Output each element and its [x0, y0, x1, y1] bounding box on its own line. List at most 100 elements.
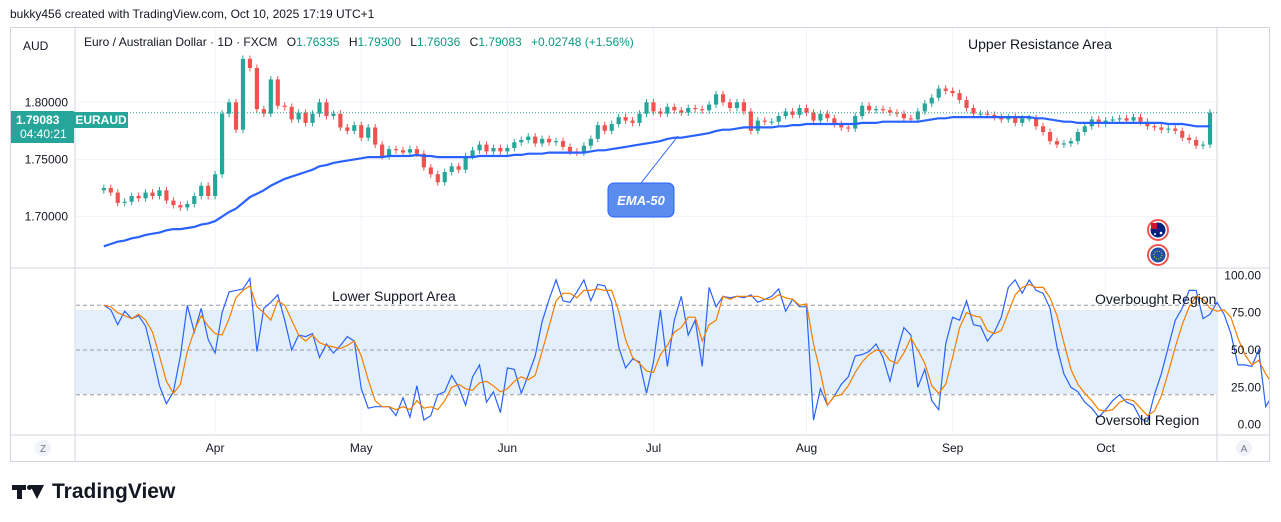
- candle-body: [1166, 128, 1171, 130]
- candle: [769, 118, 774, 126]
- candle-body: [289, 106, 294, 120]
- candle: [1159, 124, 1164, 134]
- candle-body: [595, 125, 600, 139]
- currency-label: AUD: [23, 39, 49, 53]
- candle: [282, 102, 287, 111]
- price-tag-symbol: EURAUD: [75, 113, 127, 127]
- candle-body: [1117, 118, 1122, 120]
- candle-body: [456, 166, 461, 170]
- eu-flag-icon[interactable]: [1147, 244, 1169, 266]
- candle-body: [505, 148, 510, 152]
- candle: [359, 121, 364, 142]
- time-axis: Apr May Jun Jul Aug Sep Oct: [206, 441, 1116, 455]
- currency-label-box[interactable]: AUD: [11, 28, 76, 461]
- candle: [407, 145, 413, 156]
- australia-flag-icon[interactable]: [1147, 219, 1169, 241]
- candle-body: [498, 148, 503, 152]
- candle: [783, 108, 788, 120]
- candle-body: [748, 111, 753, 131]
- candle-body: [644, 102, 649, 114]
- stochastic-tick-label: 25.00: [1231, 380, 1261, 394]
- auto-scale-label: A: [1241, 444, 1248, 455]
- candle: [498, 144, 503, 155]
- candle: [658, 108, 663, 118]
- brand-name: TradingView: [52, 480, 176, 503]
- candle-body: [512, 142, 517, 148]
- high-label: H: [349, 35, 358, 49]
- candle: [741, 98, 746, 115]
- candle: [338, 110, 343, 131]
- stochastic-tick-label: 50.00: [1231, 343, 1261, 357]
- stochastic-tick-label: 100.00: [1224, 268, 1261, 282]
- candle-body: [713, 94, 719, 105]
- candle: [108, 184, 113, 196]
- candle-body: [1075, 132, 1080, 142]
- candle: [915, 108, 920, 123]
- candle: [922, 100, 927, 115]
- time-tick-label: Oct: [1096, 441, 1115, 455]
- candle-body: [386, 149, 392, 156]
- candle-body: [964, 100, 969, 108]
- candle-body: [999, 117, 1004, 120]
- candle-body: [380, 144, 385, 156]
- candle-body: [755, 120, 760, 131]
- candle-body: [707, 104, 712, 111]
- candle: [1054, 137, 1060, 148]
- candle-body: [547, 138, 552, 143]
- candle: [874, 105, 879, 114]
- price-tag-value: 1.79083: [16, 113, 60, 127]
- candle-body: [679, 110, 684, 113]
- candle-body: [832, 118, 837, 124]
- candle: [1096, 116, 1101, 128]
- auto-scale-button[interactable]: A: [1236, 440, 1252, 456]
- candle-body: [1200, 144, 1206, 146]
- candle-body: [338, 113, 343, 128]
- candle-body: [978, 113, 983, 115]
- candle: [679, 106, 684, 116]
- candle-body: [588, 138, 593, 146]
- candle-body: [164, 190, 169, 201]
- candle-body: [720, 94, 726, 103]
- candle-body: [143, 192, 148, 199]
- candle-body: [226, 102, 232, 114]
- candle-body: [908, 118, 913, 120]
- candle-body: [533, 136, 538, 144]
- candle: [526, 133, 531, 144]
- ema-callout: EMA-50: [607, 135, 679, 218]
- candle: [846, 124, 851, 132]
- candle-body: [693, 108, 698, 110]
- candlestick-series: [101, 55, 1213, 211]
- candle-body: [874, 109, 879, 111]
- candle: [512, 138, 517, 152]
- candle-body: [1159, 127, 1164, 130]
- candle: [1173, 125, 1178, 135]
- candle-body: [206, 185, 211, 196]
- candle-body: [894, 112, 900, 114]
- tradingview-brand[interactable]: TradingView: [12, 480, 175, 504]
- chart-svg[interactable]: AUD 1.80000 1.75000 1.70000 100.00 75.00 50.…: [11, 28, 1281, 461]
- candle: [797, 104, 802, 119]
- stochastic-d-line: [103, 283, 1281, 417]
- chart-legend: Euro / Australian Dollar · 1D · FXCM O1.…: [84, 35, 634, 49]
- candle: [1180, 127, 1185, 142]
- candle: [1187, 134, 1192, 144]
- z-button[interactable]: Z: [35, 440, 51, 456]
- candle-body: [741, 102, 746, 112]
- candle: [553, 137, 559, 146]
- candle-body: [254, 68, 259, 110]
- candle: [199, 182, 204, 200]
- candle: [122, 198, 127, 207]
- candle-body: [1187, 137, 1192, 140]
- candle: [999, 113, 1004, 123]
- candle: [748, 108, 753, 135]
- change-value: +0.02748 (+1.56%): [531, 35, 634, 49]
- candle-body: [268, 79, 273, 114]
- candle: [331, 110, 336, 120]
- candle: [491, 144, 496, 155]
- candle-body: [581, 145, 586, 153]
- candle: [637, 110, 642, 127]
- candle: [609, 120, 614, 135]
- candle: [700, 105, 705, 114]
- candle-body: [623, 117, 628, 121]
- candle-body: [435, 174, 440, 183]
